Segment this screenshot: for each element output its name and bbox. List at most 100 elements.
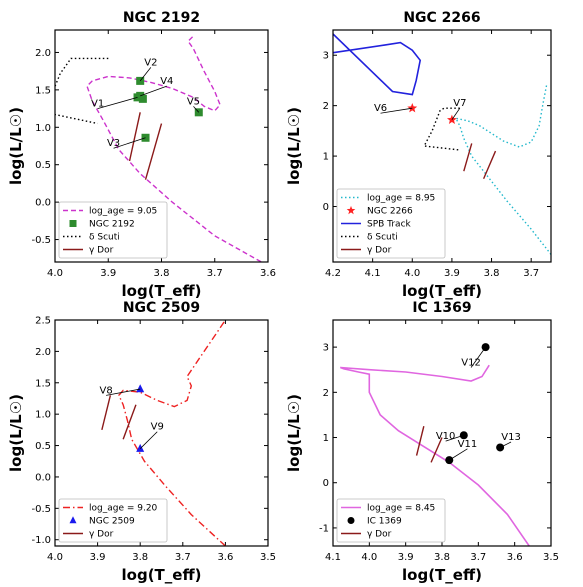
y-axis-label: log(L/L☉) <box>285 394 303 472</box>
legend-box <box>58 498 168 543</box>
x-axis-label: log(T_eff) <box>402 566 482 584</box>
gamma-dor-segment <box>463 143 473 172</box>
x-tick-label: 3.9 <box>90 552 106 563</box>
x-tick-label: 4.1 <box>325 552 341 563</box>
y-tick-label: 0.5 <box>35 441 51 452</box>
annotation-arrow <box>113 137 146 149</box>
y-tick-label: -1 <box>319 523 329 534</box>
x-tick-label: 4.0 <box>47 268 63 279</box>
series--scuti <box>55 57 109 125</box>
data-point <box>138 94 147 103</box>
x-tick-label: 3.8 <box>154 268 170 279</box>
x-tick-label: 3.7 <box>470 552 486 563</box>
x-tick-label: 3.8 <box>484 268 500 279</box>
annotation-label: V3 <box>107 138 120 149</box>
plot-frame <box>54 29 269 263</box>
x-tick-label: 4.0 <box>47 552 63 563</box>
annotation-label: V12 <box>461 357 481 368</box>
annotation-label: V8 <box>100 385 113 396</box>
x-tick-label: 3.7 <box>523 268 539 279</box>
x-tick-label: 3.5 <box>543 552 559 563</box>
x-tick-label: 3.9 <box>398 552 414 563</box>
data-point <box>407 103 418 113</box>
gamma-dor-segment <box>415 426 425 456</box>
plot-frame <box>332 29 552 263</box>
gamma-dor-segment <box>482 150 497 180</box>
annotation-label: V6 <box>374 103 387 114</box>
legend-label: log_age = 8.95 <box>367 194 435 204</box>
annotation-arrow <box>97 96 138 109</box>
y-tick-label: 1.5 <box>35 85 51 96</box>
plot-area <box>333 33 551 255</box>
plot-area <box>340 343 530 546</box>
legend-label: SPB Track <box>367 220 412 230</box>
x-tick-label: 4.0 <box>404 268 420 279</box>
y-tick-label: 2.0 <box>35 48 51 59</box>
annotation-label: V10 <box>436 431 456 442</box>
x-tick-label: 3.8 <box>434 552 450 563</box>
y-tick-label: 1.0 <box>35 123 51 134</box>
annotation-label: V4 <box>160 76 173 87</box>
annotation-arrow <box>140 85 167 97</box>
x-tick-label: 4.1 <box>365 268 381 279</box>
annotation-arrow <box>449 448 468 461</box>
annotation-label: V7 <box>453 98 466 109</box>
y-tick-label: 3 <box>323 343 329 354</box>
y-tick-label: 1.0 <box>35 410 51 421</box>
data-point <box>136 384 145 393</box>
annotation-arrow <box>499 441 512 448</box>
legend-label: IC 1369 <box>367 517 402 527</box>
series--scuti <box>423 107 460 151</box>
legend-label: log_age = 9.05 <box>89 207 157 217</box>
y-tick-label: -0.5 <box>31 504 51 515</box>
y-tick-label: -1.0 <box>31 535 51 546</box>
plot-frame <box>332 319 552 547</box>
y-axis-label: log(L/L☉) <box>7 394 25 472</box>
y-tick-label: -0.5 <box>31 235 51 246</box>
gamma-dor-segment <box>122 404 137 440</box>
plot-area <box>101 320 226 546</box>
x-axis-label: log(T_eff) <box>122 282 202 300</box>
legend-label: NGC 2509 <box>89 517 135 527</box>
y-tick-label: 0 <box>323 202 329 213</box>
gamma-dor-segment <box>144 123 163 180</box>
annotation-arrow <box>380 107 413 114</box>
annotation-label: V9 <box>151 422 164 433</box>
legend-label: δ Scuti <box>367 233 398 243</box>
legend-box <box>336 188 446 259</box>
legend-label: log_age = 8.45 <box>367 504 435 514</box>
gamma-dor-segment <box>128 112 141 162</box>
y-tick-label: 2 <box>323 388 329 399</box>
y-tick-label: 1.5 <box>35 378 51 389</box>
legend-label: log_age = 9.20 <box>89 504 158 514</box>
y-axis-label: log(L/L☉) <box>285 107 303 185</box>
x-tick-label: 3.6 <box>260 268 276 279</box>
panel-0: NGC 2192 4.0 3.9 3.8 3.7 3.6 -0.5 0.0 0.5 1.0 1.5 2… <box>7 10 276 300</box>
legend-box <box>58 201 168 259</box>
annotation-arrow <box>193 106 200 113</box>
x-axis-label: log(T_eff) <box>402 282 482 300</box>
legend-label: γ Dor <box>367 246 392 256</box>
annotation-arrow <box>139 431 158 449</box>
annotation-label: V2 <box>144 57 157 68</box>
x-tick-label: 4.2 <box>325 268 341 279</box>
annotation-label: V5 <box>187 96 200 107</box>
annotation-arrow <box>451 107 461 120</box>
annotation-label: V11 <box>458 439 478 450</box>
x-tick-label: 3.8 <box>132 552 148 563</box>
y-tick-label: 3 <box>323 51 329 62</box>
y-tick-label: 1 <box>323 433 329 444</box>
gamma-dor-segment <box>430 437 443 463</box>
x-tick-label: 4.0 <box>361 552 377 563</box>
x-axis-label: log(T_eff) <box>122 566 202 584</box>
y-tick-label: 0.0 <box>35 198 51 209</box>
x-tick-label: 3.7 <box>175 552 191 563</box>
annotation-arrow <box>470 346 486 368</box>
legend-marker <box>347 517 355 524</box>
panel-title: NGC 2266 <box>403 10 480 26</box>
gamma-dor-segment <box>101 395 112 431</box>
legend-marker <box>69 220 77 227</box>
y-tick-label: 2.5 <box>35 316 51 327</box>
legend-label: NGC 2192 <box>89 220 135 230</box>
